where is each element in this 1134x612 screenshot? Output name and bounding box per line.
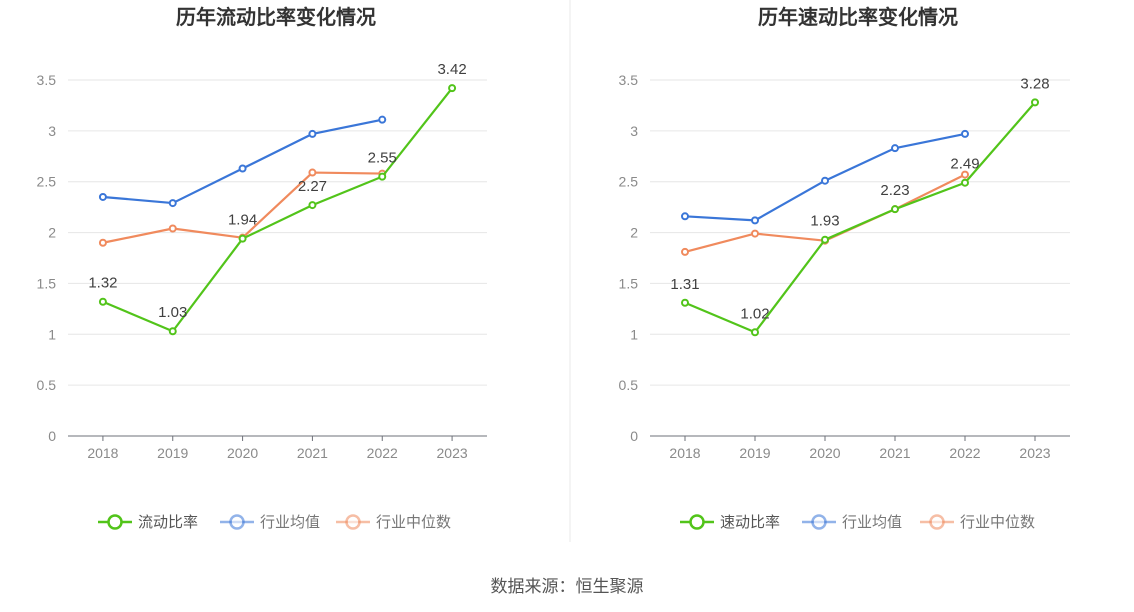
x-tick-label: 2020 bbox=[227, 445, 258, 461]
legend-marker bbox=[229, 514, 245, 530]
data-label: 2.27 bbox=[298, 178, 327, 195]
data-point bbox=[168, 224, 177, 233]
legend-item[interactable]: 行业中位数 bbox=[920, 514, 1035, 531]
legend-label: 行业均值 bbox=[260, 514, 320, 531]
legend-item[interactable]: 行业中位数 bbox=[336, 514, 451, 531]
data-label: 1.31 bbox=[670, 276, 699, 293]
y-tick-label: 1 bbox=[630, 326, 638, 342]
data-label: 2.55 bbox=[368, 150, 397, 167]
legend-marker bbox=[345, 514, 361, 530]
y-tick-label: 3 bbox=[630, 123, 638, 139]
y-tick-label: 0 bbox=[48, 428, 56, 444]
data-label: 1.94 bbox=[228, 212, 257, 229]
data-point bbox=[378, 172, 387, 181]
data-point bbox=[821, 235, 829, 244]
legend-label: 行业均值 bbox=[842, 514, 902, 531]
data-point bbox=[961, 170, 969, 179]
y-tick-label: 0.5 bbox=[37, 377, 57, 393]
chart-title: 历年流动比率变化情况 bbox=[176, 5, 376, 29]
data-point bbox=[681, 212, 689, 221]
legend-marker bbox=[107, 514, 123, 530]
legend-marker bbox=[929, 514, 945, 530]
data-label: 3.28 bbox=[1020, 75, 1049, 92]
data-point bbox=[681, 247, 689, 256]
data-point bbox=[378, 115, 387, 124]
x-tick-label: 2020 bbox=[809, 445, 840, 461]
data-point bbox=[308, 168, 317, 177]
data-point bbox=[308, 201, 317, 210]
data-point bbox=[751, 229, 759, 238]
legend-item[interactable]: 行业均值 bbox=[802, 514, 902, 531]
data-label: 1.03 bbox=[158, 304, 187, 321]
x-tick-label: 2022 bbox=[949, 445, 980, 461]
y-tick-label: 3 bbox=[48, 123, 56, 139]
data-point bbox=[961, 129, 969, 138]
series-line bbox=[684, 101, 1036, 334]
legend-label: 行业中位数 bbox=[376, 514, 451, 531]
x-tick-label: 2021 bbox=[879, 445, 910, 461]
x-tick-label: 2019 bbox=[157, 445, 188, 461]
data-label: 2.23 bbox=[880, 182, 909, 199]
x-tick-label: 2023 bbox=[437, 445, 468, 461]
y-tick-label: 1 bbox=[48, 326, 56, 342]
data-label: 1.32 bbox=[88, 275, 117, 292]
legend-item[interactable]: 速动比率 bbox=[680, 514, 780, 531]
data-point bbox=[98, 192, 107, 201]
y-tick-label: 0.5 bbox=[619, 377, 639, 393]
x-tick-label: 2018 bbox=[669, 445, 700, 461]
chart-1: 历年流动比率变化情况 0 0.5 1 1.5 2 2.5 3 3.5 2018 2019 2020 20… bbox=[37, 5, 487, 531]
y-tick-label: 2.5 bbox=[37, 174, 57, 190]
legend-label: 行业中位数 bbox=[960, 514, 1035, 531]
data-point bbox=[168, 199, 177, 208]
legend-label: 速动比率 bbox=[720, 514, 780, 531]
data-label: 1.93 bbox=[810, 213, 839, 230]
data-point bbox=[168, 327, 177, 336]
data-label: 2.49 bbox=[950, 156, 979, 173]
data-point bbox=[821, 176, 829, 185]
data-label: 3.42 bbox=[437, 61, 466, 78]
data-point bbox=[751, 216, 759, 225]
y-tick-label: 0 bbox=[630, 428, 638, 444]
data-point bbox=[891, 205, 899, 214]
source-text: 数据来源：恒生聚源 bbox=[491, 577, 644, 596]
chart-title: 历年速动比率变化情况 bbox=[758, 5, 958, 29]
data-point bbox=[238, 164, 247, 173]
data-point bbox=[751, 328, 759, 337]
y-tick-label: 2 bbox=[630, 225, 638, 241]
data-point bbox=[308, 129, 317, 138]
y-tick-label: 1.5 bbox=[37, 275, 57, 291]
series-line bbox=[102, 87, 453, 333]
y-tick-label: 2.5 bbox=[619, 174, 639, 190]
legend-marker bbox=[811, 514, 827, 530]
y-tick-label: 2 bbox=[48, 225, 56, 241]
series-line bbox=[102, 118, 383, 205]
legend-item[interactable]: 流动比率 bbox=[98, 514, 198, 531]
data-point bbox=[891, 144, 899, 153]
y-tick-label: 3.5 bbox=[619, 72, 639, 88]
legend-label: 流动比率 bbox=[138, 514, 198, 531]
x-tick-label: 2019 bbox=[739, 445, 770, 461]
chart-2: 历年速动比率变化情况 0 0.5 1 1.5 2 2.5 3 3.5 2018 2019 2020 20… bbox=[619, 5, 1070, 531]
y-tick-label: 3.5 bbox=[37, 72, 57, 88]
legend-item[interactable]: 行业均值 bbox=[220, 514, 320, 531]
x-tick-label: 2023 bbox=[1019, 445, 1050, 461]
data-point bbox=[98, 297, 107, 306]
data-point bbox=[448, 84, 457, 93]
y-tick-label: 1.5 bbox=[619, 275, 639, 291]
x-tick-label: 2018 bbox=[87, 445, 118, 461]
x-tick-label: 2021 bbox=[297, 445, 328, 461]
x-tick-label: 2022 bbox=[367, 445, 398, 461]
data-point bbox=[681, 298, 689, 307]
data-point bbox=[961, 178, 969, 187]
data-label: 1.02 bbox=[740, 305, 769, 322]
legend-marker bbox=[689, 514, 705, 530]
data-point bbox=[98, 238, 107, 247]
data-point bbox=[1031, 98, 1039, 107]
data-point bbox=[238, 234, 247, 243]
